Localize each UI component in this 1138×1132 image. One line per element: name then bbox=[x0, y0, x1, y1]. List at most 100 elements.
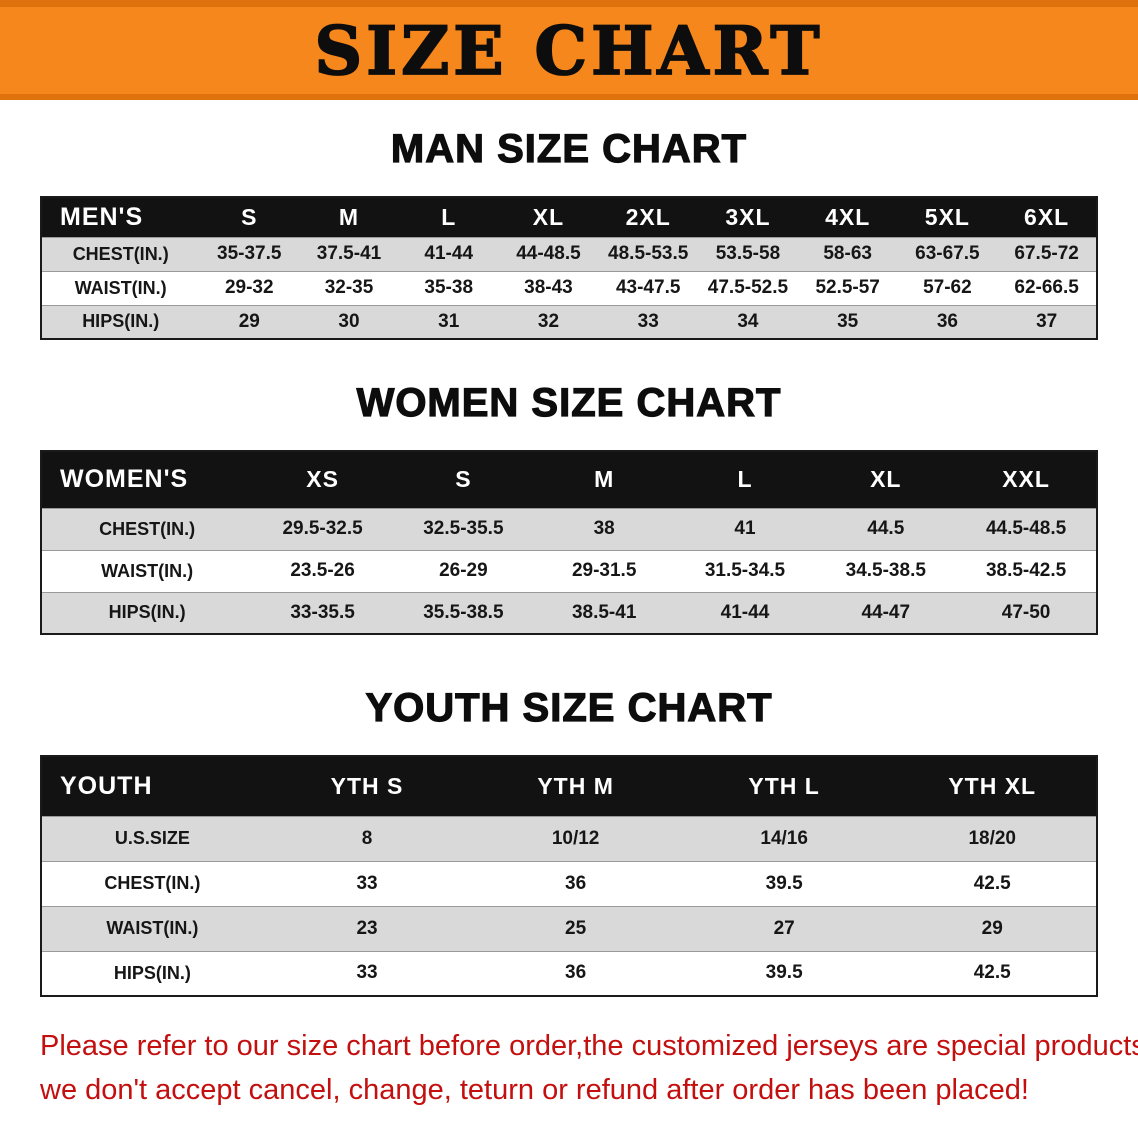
size-column-header: YTH L bbox=[748, 772, 820, 799]
size-value: 35.5-38.5 bbox=[392, 591, 534, 634]
size-value: 31.5-34.5 bbox=[674, 549, 816, 592]
size-value: 36 bbox=[897, 304, 998, 339]
size-value: 42.5 bbox=[888, 950, 1097, 996]
men-size-section: MAN SIZE CHART MEN'S S M L XL 2XL 3XL 4XL 5XL 6XL… bbox=[0, 126, 1138, 340]
men-section-heading: MAN SIZE CHART bbox=[390, 126, 748, 171]
size-value: 32 bbox=[498, 304, 599, 339]
size-value: 37 bbox=[997, 304, 1097, 339]
disclaimer-line-2: we don't accept cancel, change, teturn o… bbox=[40, 1073, 1029, 1106]
disclaimer-line-1: Please refer to our size chart before or… bbox=[40, 1030, 1138, 1062]
size-value: 29 bbox=[199, 304, 300, 339]
women-section-heading: WOMEN SIZE CHART bbox=[356, 380, 782, 425]
size-value: 30 bbox=[299, 304, 399, 339]
size-value: 39.5 bbox=[679, 860, 889, 906]
size-column-header: S bbox=[455, 466, 472, 493]
size-column-header: 3XL bbox=[725, 203, 771, 230]
size-value: 41 bbox=[674, 507, 816, 550]
men-size-table: MEN'S S M L XL 2XL 3XL 4XL 5XL 6XL CHEST(IN.) 35-3… bbox=[40, 196, 1098, 340]
youth-section-heading: YOUTH SIZE CHART bbox=[365, 685, 773, 730]
row-label: WAIST(IN.) bbox=[41, 549, 253, 592]
size-value: 32-35 bbox=[299, 270, 399, 305]
table-row: HIPS(IN.) 33-35.5 35.5-38.5 38.5-41 41-44 44-… bbox=[41, 591, 1097, 634]
row-label: WAIST(IN.) bbox=[41, 270, 200, 305]
row-label: HIPS(IN.) bbox=[41, 950, 263, 996]
size-column-header: 2XL bbox=[625, 203, 671, 230]
banner: SIZE CHART bbox=[0, 0, 1138, 100]
women-table-head: WOMEN'S XS S M L XL XXL bbox=[41, 451, 1097, 508]
size-column-header: YTH M bbox=[537, 772, 614, 799]
size-value: 29-32 bbox=[199, 270, 300, 305]
size-column-header: 6XL bbox=[1024, 203, 1070, 230]
size-value: 31 bbox=[398, 304, 499, 339]
size-value: 27 bbox=[679, 905, 889, 951]
row-label: U.S.SIZE bbox=[41, 815, 263, 861]
size-value: 26-29 bbox=[392, 549, 534, 592]
row-label: HIPS(IN.) bbox=[41, 591, 253, 634]
size-column-header: M bbox=[594, 466, 615, 493]
size-value: 32.5-35.5 bbox=[392, 507, 534, 550]
size-column-header: YTH XL bbox=[948, 772, 1037, 799]
table-row: WAIST(IN.) 29-32 32-35 35-38 38-43 43-47.5 47.… bbox=[41, 270, 1097, 305]
size-column-header: XS bbox=[306, 466, 339, 493]
size-value: 25 bbox=[471, 905, 680, 951]
table-row: U.S.SIZE 8 10/12 14/16 18/20 bbox=[41, 815, 1097, 861]
size-value: 33 bbox=[598, 304, 699, 339]
size-value: 33 bbox=[262, 860, 472, 906]
size-value: 29.5-32.5 bbox=[252, 507, 393, 550]
table-corner-label: YOUTH bbox=[60, 771, 153, 800]
size-value: 52.5-57 bbox=[797, 270, 898, 305]
size-value: 38 bbox=[533, 507, 675, 550]
size-value: 44.5 bbox=[815, 507, 957, 550]
size-value: 35-37.5 bbox=[199, 236, 300, 271]
table-row: CHEST(IN.) 29.5-32.5 32.5-35.5 38 41 44.5 44.5… bbox=[41, 507, 1097, 550]
size-value: 43-47.5 bbox=[598, 270, 699, 305]
size-value: 23.5-26 bbox=[252, 549, 393, 592]
size-value: 38-43 bbox=[498, 270, 599, 305]
size-value: 8 bbox=[262, 815, 472, 861]
table-corner-label: WOMEN'S bbox=[60, 465, 189, 494]
size-value: 36 bbox=[471, 860, 680, 906]
row-label: HIPS(IN.) bbox=[41, 304, 200, 339]
size-value: 41-44 bbox=[398, 236, 499, 271]
youth-size-section: YOUTH SIZE CHART YOUTH YTH S YTH M YTH L YTH… bbox=[0, 685, 1138, 997]
size-value: 42.5 bbox=[888, 860, 1097, 906]
table-row: HIPS(IN.) 29 30 31 32 33 34 35 36 37 bbox=[41, 304, 1097, 339]
size-column-header: XL bbox=[532, 203, 565, 230]
table-row: WAIST(IN.) 23.5-26 26-29 29-31.5 31.5-34.5 34… bbox=[41, 549, 1097, 592]
size-value: 18/20 bbox=[888, 815, 1097, 861]
women-size-table: WOMEN'S XS S M L XL XXL CHEST(IN.) 29.5-32.5 32.… bbox=[40, 450, 1098, 635]
table-corner-label: MEN'S bbox=[60, 202, 144, 231]
table-row: WAIST(IN.) 23 25 27 29 bbox=[41, 905, 1097, 951]
size-value: 58-63 bbox=[797, 236, 898, 271]
size-column-header: XXL bbox=[1002, 466, 1050, 493]
youth-table-head: YOUTH YTH S YTH M YTH L YTH XL bbox=[41, 756, 1097, 816]
youth-header-row: YOUTH YTH S YTH M YTH L YTH XL bbox=[41, 756, 1097, 816]
size-column-header: M bbox=[338, 203, 360, 230]
row-label: CHEST(IN.) bbox=[41, 236, 200, 271]
size-value: 10/12 bbox=[471, 815, 680, 861]
size-value: 29-31.5 bbox=[533, 549, 675, 592]
women-header-row: WOMEN'S XS S M L XL XXL bbox=[41, 451, 1097, 508]
size-column-header: XL bbox=[870, 466, 902, 493]
size-value: 57-62 bbox=[897, 270, 998, 305]
size-value: 38.5-42.5 bbox=[956, 549, 1097, 592]
size-column-header: L bbox=[737, 466, 753, 493]
table-row: HIPS(IN.) 33 36 39.5 42.5 bbox=[41, 950, 1097, 996]
page-title: SIZE CHART bbox=[314, 11, 824, 90]
size-value: 36 bbox=[471, 950, 680, 996]
size-value: 53.5-58 bbox=[698, 236, 798, 271]
size-column-header: 5XL bbox=[924, 203, 970, 230]
women-table-body: CHEST(IN.) 29.5-32.5 32.5-35.5 38 41 44.5 44.5… bbox=[41, 507, 1097, 634]
size-column-header: S bbox=[241, 203, 258, 230]
size-value: 44-47 bbox=[815, 591, 957, 634]
size-column-header: 4XL bbox=[825, 203, 871, 230]
table-row: CHEST(IN.) 35-37.5 37.5-41 41-44 44-48.5 48.5… bbox=[41, 236, 1097, 271]
size-value: 35 bbox=[797, 304, 898, 339]
disclaimer-note: Please refer to our size chart before or… bbox=[40, 1025, 1138, 1112]
size-value: 23 bbox=[262, 905, 472, 951]
row-label: CHEST(IN.) bbox=[41, 860, 263, 906]
size-value: 41-44 bbox=[674, 591, 816, 634]
size-value: 48.5-53.5 bbox=[598, 236, 699, 271]
men-table-head: MEN'S S M L XL 2XL 3XL 4XL 5XL 6XL bbox=[41, 197, 1097, 237]
